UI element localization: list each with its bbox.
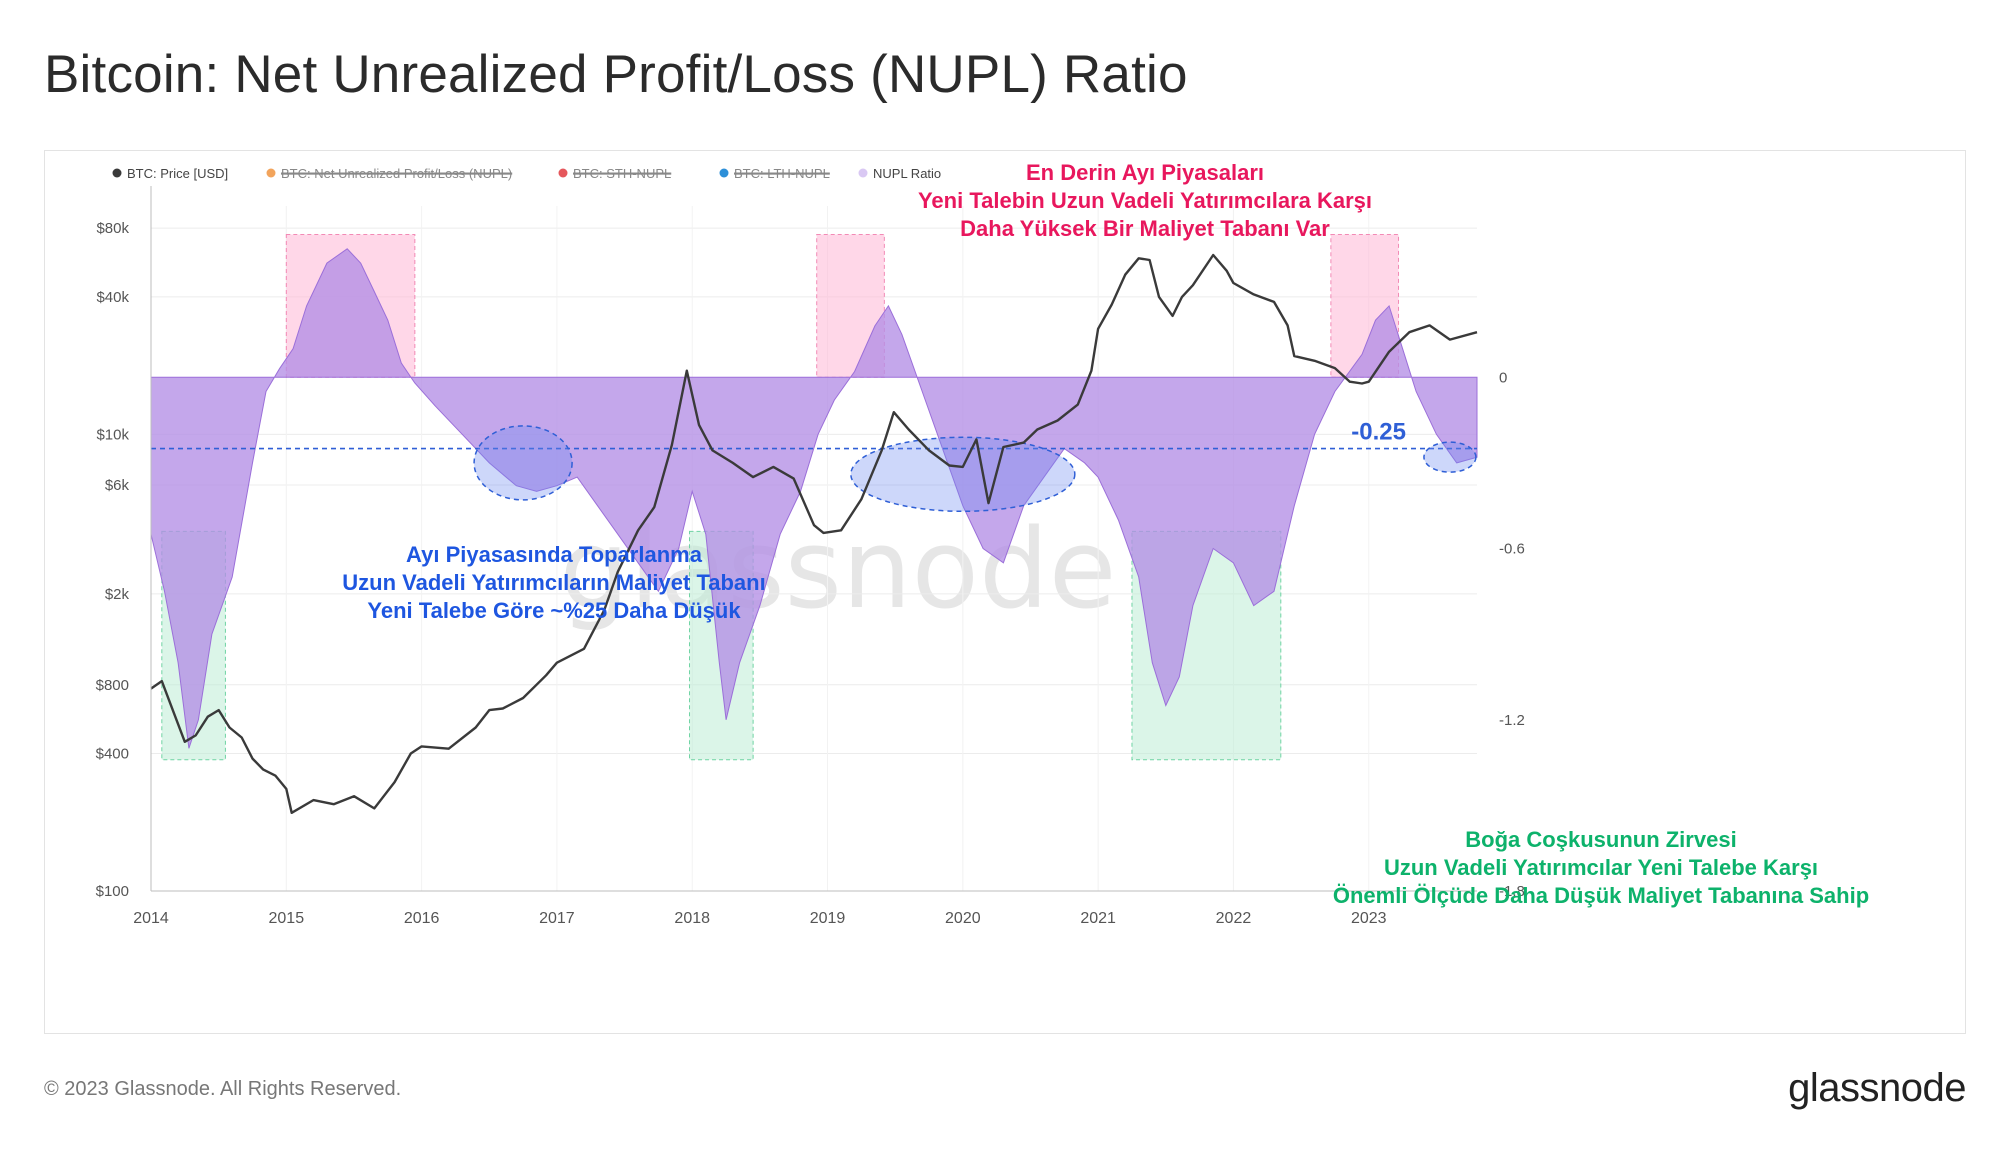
btc-price-line — [150, 253, 1478, 814]
x-tick-label: 2014 — [133, 910, 169, 927]
annotation-line: Uzun Vadeli Yatırımcılar Yeni Talebe Kar… — [1384, 855, 1818, 880]
legend-item[interactable]: BTC: LTH-NUPL — [719, 166, 830, 181]
highlight-ellipses — [473, 425, 1477, 513]
legend[interactable]: BTC: Price [USD] BTC: Net Unrealized Prof… — [112, 166, 942, 181]
x-tick-label: 2019 — [810, 910, 846, 927]
legend-marker — [112, 168, 122, 178]
legend-marker — [558, 168, 568, 178]
y-left-tick-label: $6k — [105, 477, 130, 494]
legend-label: NUPL Ratio — [873, 166, 941, 181]
y-left-tick-label: $40k — [96, 289, 129, 306]
annotation-bull-euphoria: Boğa Coşkusunun Zirvesi Uzun Vadeli Yatır… — [1333, 827, 1869, 908]
annotation-line: Daha Yüksek Bir Maliyet Tabanı Var — [960, 216, 1330, 241]
legend-item[interactable]: BTC: STH-NUPL — [558, 166, 672, 181]
glassnode-logo[interactable]: glassnode — [1788, 1066, 1966, 1110]
y-right-tick-label: 0 — [1499, 369, 1507, 386]
annotation-bear-recovery: Ayı Piyasasında Toparlanma Uzun Vadeli Ya… — [342, 542, 765, 623]
annotation-line: Boğa Coşkusunun Zirvesi — [1465, 827, 1736, 852]
legend-label: BTC: Price [USD] — [127, 166, 228, 181]
y-right-tick-label: -1.2 — [1499, 712, 1525, 729]
annotation-line: Önemli Ölçüde Daha Düşük Maliyet Tabanın… — [1333, 883, 1869, 908]
chart-panel: glassnode -0.25 $80k $40k $10k $6k $2k $800 $4… — [44, 150, 1966, 1034]
reference-line-label: -0.25 — [1351, 419, 1406, 446]
x-tick-label: 2018 — [674, 910, 710, 927]
y-right-tick-label: -1.8 — [1499, 883, 1525, 900]
copyright: © 2023 Glassnode. All Rights Reserved. — [44, 1078, 402, 1100]
x-tick-label: 2015 — [269, 910, 305, 927]
y-left-tick-label: $10k — [96, 426, 129, 443]
y-left-tick-label: $2k — [105, 586, 130, 603]
annotations: En Derin Ayı Piyasaları Yeni Talebin Uzun… — [342, 160, 1869, 908]
y-left-tick-label: $400 — [96, 746, 129, 763]
legend-item[interactable]: BTC: Net Unrealized Profit/Loss (NUPL) — [266, 166, 513, 181]
x-tick-label: 2022 — [1216, 910, 1252, 927]
x-tick-label: 2017 — [539, 910, 575, 927]
price-series — [150, 253, 1478, 814]
highlight-ellipse — [1423, 441, 1477, 473]
legend-marker — [266, 168, 276, 178]
page-title: Bitcoin: Net Unrealized Profit/Loss (NUP… — [44, 45, 1188, 104]
highlight-ellipse — [473, 425, 573, 501]
x-tick-label: 2016 — [404, 910, 440, 927]
legend-marker — [719, 168, 729, 178]
annotation-line: Uzun Vadeli Yatırımcıların Maliyet Taban… — [342, 570, 765, 595]
x-tick-label: 2023 — [1351, 910, 1387, 927]
y-left-tick-label: $800 — [96, 677, 129, 694]
legend-item[interactable]: NUPL Ratio — [858, 166, 942, 181]
x-tick-label: 2020 — [945, 910, 981, 927]
reference-line: -0.25 — [151, 419, 1477, 450]
annotation-line: Ayı Piyasasında Toparlanma — [406, 542, 703, 567]
y-left-tick-label: $80k — [96, 220, 129, 237]
annotation-line: Yeni Talebe Göre ~%25 Daha Düşük — [367, 598, 741, 623]
legend-marker — [858, 168, 868, 178]
y-right-tick-label: -0.6 — [1499, 541, 1525, 558]
axes: $80k $40k $10k $6k $2k $800 $400 $100 0 -0.6 -1.2 -… — [96, 186, 1525, 927]
nupl-chart: glassnode -0.25 $80k$40k$10k$6k$2k$800$4… — [96, 160, 1870, 927]
annotation-bear-markets: En Derin Ayı Piyasaları Yeni Talebin Uzun… — [918, 160, 1372, 241]
highlight-ellipse — [850, 436, 1076, 513]
y-left-tick-label: $100 — [96, 883, 129, 900]
annotation-line: En Derin Ayı Piyasaları — [1026, 160, 1264, 185]
legend-item[interactable]: BTC: Price [USD] — [112, 166, 229, 181]
x-tick-label: 2021 — [1080, 910, 1116, 927]
annotation-line: Yeni Talebin Uzun Vadeli Yatırımcılara K… — [918, 188, 1372, 213]
